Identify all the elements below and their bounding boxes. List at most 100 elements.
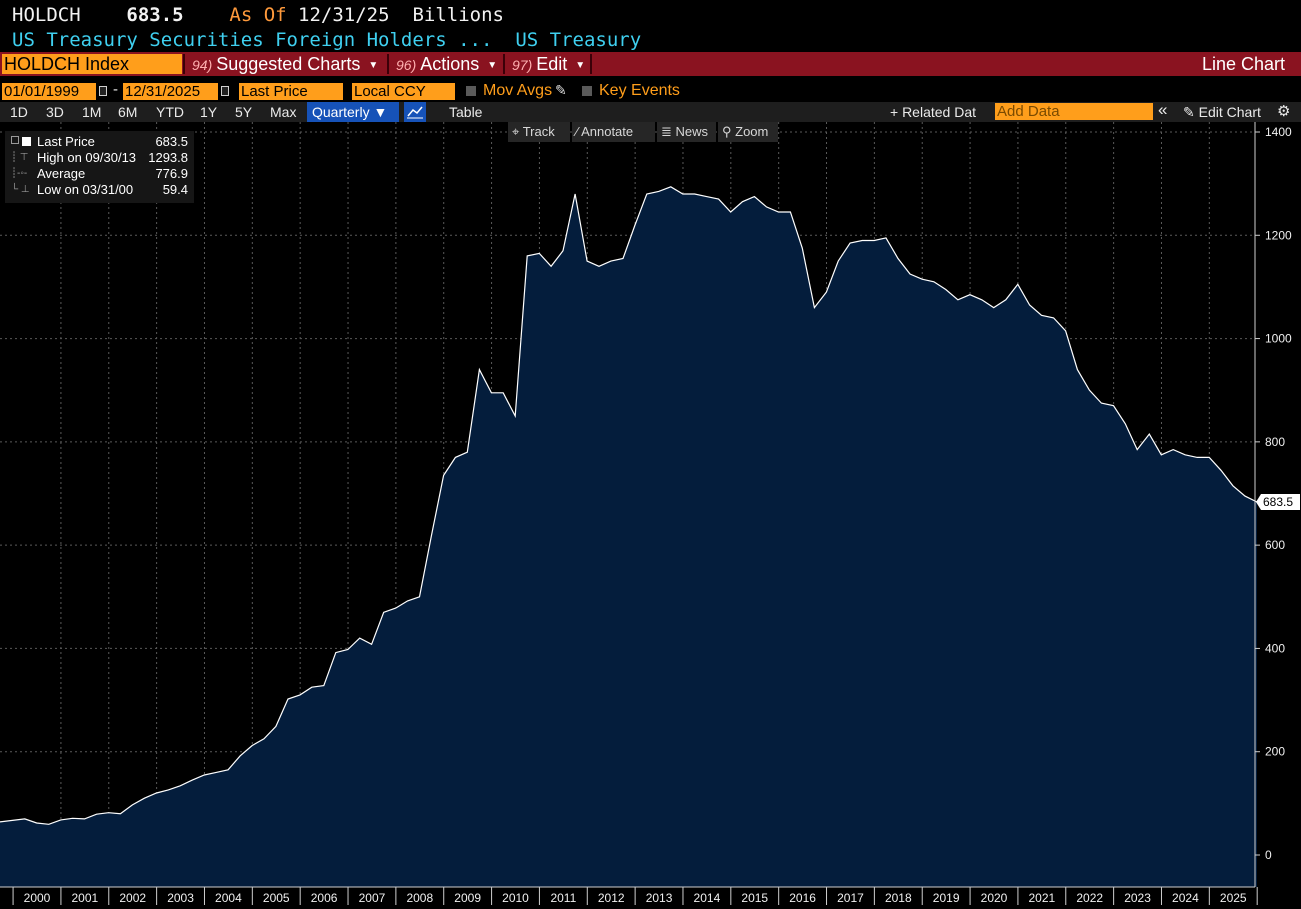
x-tick-label: 2019 [933,891,960,905]
y-tick-label: 800 [1265,435,1285,449]
period-3d[interactable]: 3D [46,104,64,120]
chevron-down-icon: ▼ [368,60,379,71]
field-select[interactable]: Last Price [239,83,343,100]
y-tick-label: 1400 [1265,125,1292,139]
x-tick-label: 2007 [359,891,386,905]
related-data-button[interactable]: + Related Dat [890,104,976,120]
start-date-input[interactable]: 01/01/1999 [2,83,96,100]
chart-legend: Last Price 683.5 ┊ ⊤ High on 09/30/13 12… [5,131,194,203]
chart-view-button[interactable] [404,102,426,122]
currency-select[interactable]: Local CCY [352,83,455,100]
edit-menu[interactable]: 97) Edit ▼ [512,52,585,76]
period-6m[interactable]: 6M [118,104,138,120]
x-tick-label: 2011 [550,891,576,905]
news-icon: ≣ [661,124,676,139]
menu-bar [0,52,1301,76]
legend-last-value: 683.5 [155,134,188,149]
x-tick-label: 2017 [837,891,864,905]
source-label: US Treasury [515,29,642,51]
period-1d[interactable]: 1D [10,104,28,120]
average-marker-icon: ┊-◦- [11,168,28,179]
last-value-tag-shape [1256,494,1300,511]
annotate-label: Annotate [581,124,634,139]
collapse-icon[interactable] [11,136,31,148]
legend-low-label: Low on 03/31/00 [37,182,134,197]
x-tick-label: 2021 [1028,891,1055,905]
mov-avgs-checkbox[interactable] [466,86,476,96]
calendar-icon[interactable] [99,86,107,96]
settings-gear-icon[interactable]: ⚙ [1277,103,1291,120]
x-tick-label: 2001 [71,891,98,905]
actions-menu[interactable]: 96) Actions ▼ [396,52,497,76]
track-label: Track [522,124,555,139]
edit-chart-button[interactable]: ✎ Edit Chart [1183,104,1261,120]
chart-area[interactable]: 0 200 400 600 800 1000 1200 1400 2000 2001 2002 200… [0,122,1301,909]
y-tick-label: 200 [1265,745,1285,759]
x-tick-label: 2020 [981,891,1008,905]
menu-separator [503,54,505,74]
x-tick-label: 2010 [502,891,529,905]
date-separator: - [113,81,118,98]
zoom-button[interactable]: ⚲ Zoom [718,122,778,142]
x-tick-label: 2003 [167,891,194,905]
series-line [0,186,1258,825]
y-tick-label: 0 [1265,848,1272,862]
period-1y[interactable]: 1Y [200,104,218,120]
table-button[interactable]: Table [449,104,483,120]
zoom-label: Zoom [735,124,769,139]
x-tick-label: 2005 [263,891,290,905]
index-input[interactable]: HOLDCH Index [2,54,182,74]
x-tick-label: 2012 [598,891,625,905]
suggested-charts-label: Suggested Charts [216,54,361,74]
collapse-icon[interactable]: « [1158,100,1168,119]
suggested-charts-menu[interactable]: 94) Suggested Charts ▼ [192,52,378,76]
actions-label: Actions [420,54,480,74]
track-button[interactable]: ⌖ Track [508,122,570,142]
chevron-down-icon: ▼ [487,60,498,71]
axes: 0 200 400 600 800 1000 1200 1400 2000 2001 2002 200… [0,122,1292,905]
y-tick-label: 1200 [1265,228,1292,242]
x-tick-label: 2024 [1172,891,1199,905]
pencil-icon: ⁄ [576,124,582,139]
legend-high-value: 1293.8 [148,150,188,165]
suggested-charts-number: 94) [192,57,213,73]
annotate-button[interactable]: ⁄ Annotate [572,122,655,142]
line-chart-icon [407,106,423,119]
legend-last-price[interactable]: Last Price 683.5 [5,134,194,150]
y-tick-label: 400 [1265,641,1285,655]
edit-label: Edit [536,54,568,74]
x-tick-label: 2025 [1220,891,1247,905]
legend-low: └ ⊥ Low on 03/31/00 59.4 [5,182,194,198]
frequency-dropdown[interactable]: Quarterly ▼ [307,102,399,122]
legend-high-label: High on 09/30/13 [37,150,137,165]
pencil-icon[interactable]: ✎ [555,82,567,98]
period-ytd[interactable]: YTD [156,104,184,120]
menu-separator [387,54,389,74]
x-tick-label: 2018 [885,891,912,905]
key-events-checkbox[interactable] [582,86,592,96]
ticker: HOLDCH [12,4,81,26]
add-data-input[interactable]: Add Data [995,103,1153,120]
magnifier-icon: ⚲ [722,124,736,139]
last-value-tag: 683.5 [1256,494,1300,511]
legend-last-label: Last Price [37,134,95,149]
period-1m[interactable]: 1M [82,104,102,120]
x-tick-label: 2014 [694,891,721,905]
y-tick-label: 1000 [1265,332,1292,346]
end-date-input[interactable]: 12/31/2025 [123,83,218,100]
x-tick-label: 2013 [646,891,673,905]
news-button[interactable]: ≣ News [657,122,716,142]
mov-avgs-label: Mov Avgs [483,82,553,99]
as-of-date: 12/31/25 [298,4,390,26]
chart-type-label[interactable]: Line Chart [1201,54,1285,74]
key-events-label: Key Events [599,82,680,99]
series-area [0,186,1257,888]
x-tick-label: 2004 [215,891,242,905]
calendar-icon[interactable] [221,86,229,96]
period-max[interactable]: Max [270,104,297,120]
x-tick-label: 2015 [741,891,768,905]
legend-avg-label: Average [37,166,86,181]
legend-avg-value: 776.9 [155,166,188,181]
period-5y[interactable]: 5Y [235,104,253,120]
x-tick-label: 2022 [1076,891,1103,905]
